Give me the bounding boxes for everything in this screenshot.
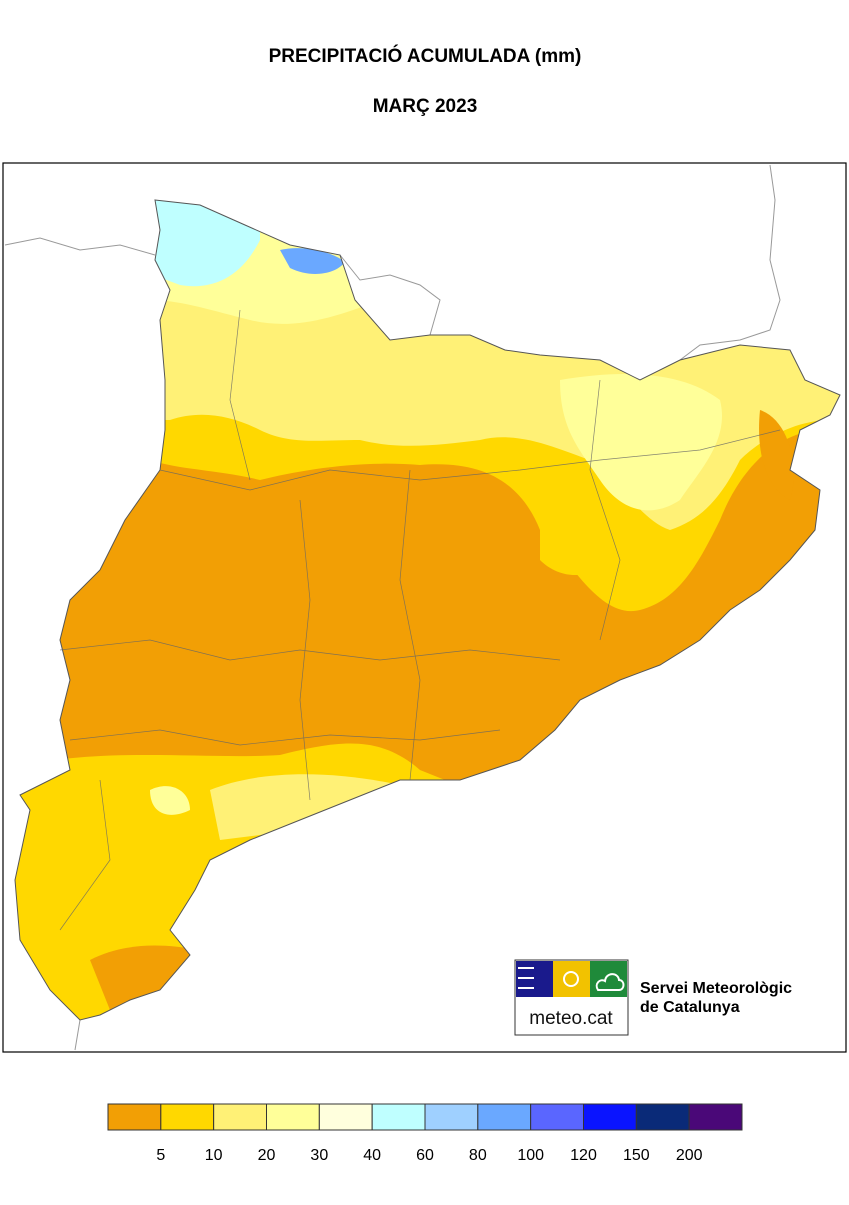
logo-cloud <box>595 973 625 991</box>
legend-swatch <box>424 1103 479 1131</box>
county-borders <box>59 309 781 931</box>
legend-swatch <box>635 1103 690 1131</box>
org-name: Servei Meteorològic <box>640 980 792 997</box>
logo-lines <box>518 967 534 989</box>
legend-tick-label: 30 <box>310 1147 328 1164</box>
map-title: PRECIPITACIÓ ACUMULADA (mm) <box>269 45 582 67</box>
legend-swatch <box>107 1103 162 1131</box>
legend-tick-label: 60 <box>416 1147 434 1164</box>
legend-swatch <box>213 1103 268 1131</box>
logo-yellow <box>553 961 590 997</box>
org-name: de Catalunya <box>640 999 740 1016</box>
legend-swatch <box>688 1103 743 1131</box>
legend-tick-label: 80 <box>469 1147 487 1164</box>
legend-swatch <box>530 1103 585 1131</box>
legend-swatch <box>160 1103 215 1131</box>
logo-text: meteo.cat <box>529 1008 613 1029</box>
legend: 5 10 20 30 40 60 80 100 120 150 200 <box>107 1103 743 1164</box>
logo: meteo.cat <box>514 959 629 1036</box>
legend-swatch <box>266 1103 320 1131</box>
legend-tick-label: 20 <box>258 1147 276 1164</box>
legend-tick-label: 200 <box>676 1147 703 1164</box>
legend-tick-label: 40 <box>363 1147 381 1164</box>
legend-swatch <box>583 1103 637 1131</box>
logo-sun <box>563 971 579 987</box>
external-borders <box>4 164 781 1051</box>
legend-tick-label: 120 <box>570 1147 597 1164</box>
logo-green <box>590 961 627 997</box>
legend-swatch <box>371 1103 426 1131</box>
legend-tick-label: 5 <box>156 1147 165 1164</box>
legend-tick-label: 10 <box>205 1147 223 1164</box>
legend-tick-label: 100 <box>517 1147 544 1164</box>
legend-swatch <box>477 1103 532 1131</box>
map-subtitle: MARÇ 2023 <box>373 96 478 117</box>
legend-swatch <box>318 1103 373 1131</box>
legend-tick-label: 150 <box>623 1147 650 1164</box>
